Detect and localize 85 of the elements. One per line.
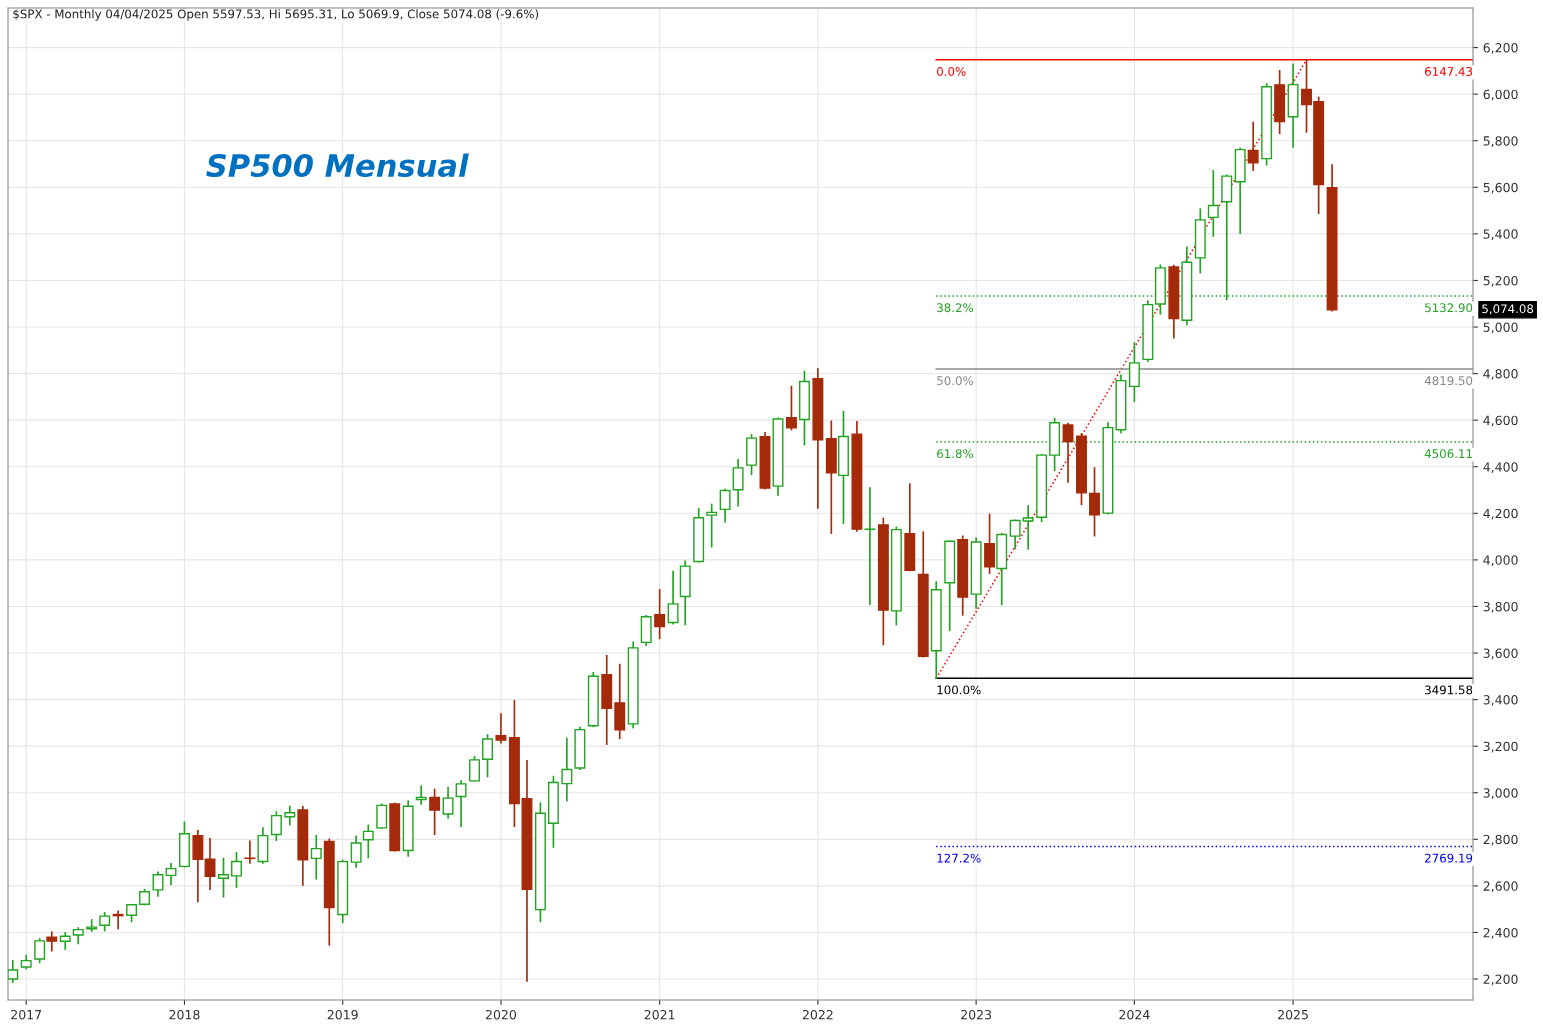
y-tick-label: 5,400	[1483, 229, 1518, 241]
y-tick-label: 5,600	[1483, 182, 1518, 194]
candlestick	[785, 385, 797, 431]
candlestick	[706, 503, 718, 548]
candlestick	[270, 811, 282, 842]
candlestick	[34, 938, 46, 964]
annotation: 2769.19	[1425, 853, 1473, 863]
x-tick-label: 2024	[1119, 1009, 1150, 1020]
candlestick	[469, 756, 480, 782]
candlestick	[231, 851, 242, 888]
y-tick-label: 4,400	[1483, 462, 1518, 473]
candlestick	[362, 824, 374, 859]
candlestick	[719, 488, 731, 523]
candlestick	[192, 830, 204, 903]
candlestick	[864, 487, 876, 605]
candlestick	[984, 513, 996, 574]
annotation: 4819.50	[1424, 376, 1473, 386]
candlestick	[1089, 467, 1100, 537]
candlestick	[165, 862, 177, 886]
candlestick	[429, 788, 441, 836]
candlestick	[244, 840, 256, 864]
annotation: 5132.90	[1425, 303, 1473, 313]
candlestick	[667, 570, 679, 625]
candlestick	[1128, 342, 1140, 402]
x-tick-label: 2018	[169, 1009, 200, 1020]
candlestick	[1009, 519, 1021, 550]
candlestick	[732, 458, 744, 507]
candlestick	[482, 734, 493, 778]
candlestick	[8, 960, 19, 983]
y-tick-label: 3,600	[1483, 648, 1518, 660]
candlestick	[1207, 170, 1219, 237]
candlestick	[654, 589, 666, 640]
y-tick-label: 5,200	[1483, 275, 1518, 287]
candlestick	[442, 786, 454, 819]
candlestick	[152, 871, 164, 897]
y-tick-label: 3,800	[1483, 601, 1518, 613]
text: 5,074.08	[1482, 304, 1534, 315]
y-tick-label: 2,800	[1483, 834, 1518, 846]
x-tick-label: 2019	[327, 1009, 358, 1020]
y-tick-label: 4,200	[1483, 508, 1518, 520]
x-tick-label: 2020	[485, 1009, 517, 1020]
y-tick-label: 4,600	[1483, 415, 1518, 427]
x-tick-label: 2021	[644, 1009, 675, 1020]
chart-subtitle: $SPX - Monthly 04/04/2025 Open 5597.53, Hi 5695.31, Lo 5069.9, Close 5074.08 (-9.6%)	[13, 9, 539, 21]
annotation: 100.0%	[937, 685, 981, 695]
candlestick	[561, 737, 573, 802]
candlestick	[310, 834, 322, 880]
annotation: 50.0%	[937, 376, 974, 386]
x-tick-label: 2022	[802, 1009, 833, 1020]
y-tick-label: 5,800	[1483, 136, 1518, 147]
y-tick-label: 2,200	[1483, 974, 1518, 986]
y-tick-label: 2,400	[1483, 927, 1518, 939]
y-tick-label: 5,000	[1483, 322, 1518, 334]
annotation: 38.2%	[937, 303, 974, 313]
x-tick-label: 2023	[961, 1009, 992, 1020]
candlestick	[86, 919, 98, 932]
annotation: 61.8%	[937, 449, 974, 459]
candlestick	[455, 780, 467, 828]
y-tick-label: 3,200	[1483, 741, 1518, 753]
candlestick	[415, 785, 427, 805]
candlestick	[284, 805, 296, 826]
candlestick	[1062, 422, 1074, 483]
x-tick-label: 2025	[1278, 1009, 1308, 1020]
y-tick-label: 4,000	[1483, 555, 1518, 567]
candlestick	[218, 857, 229, 898]
y-tick-label: 2,600	[1483, 881, 1518, 893]
candlestick	[1247, 121, 1259, 171]
annotation: 4506.11	[1424, 449, 1472, 459]
annotation: 6147.43	[1425, 66, 1473, 76]
candlestick	[1022, 505, 1034, 550]
text: SP500 Mensual	[206, 153, 469, 178]
x-tick-label: 2017	[11, 1009, 42, 1020]
candlestick	[350, 835, 362, 868]
y-tick-label: 3,400	[1483, 695, 1518, 706]
y-tick-label: 6,000	[1483, 89, 1518, 101]
annotation: 0.0%	[937, 66, 966, 76]
y-tick-label: 4,800	[1483, 369, 1518, 380]
candlestick	[204, 838, 216, 890]
y-tick-label: 6,200	[1483, 43, 1518, 54]
candlestick	[376, 803, 388, 829]
candlestick	[46, 931, 58, 952]
annotation: 127.2%	[937, 853, 981, 863]
annotation: 3491.58	[1425, 685, 1473, 695]
candlestick	[495, 713, 507, 744]
y-tick-label: 3,000	[1483, 788, 1518, 799]
